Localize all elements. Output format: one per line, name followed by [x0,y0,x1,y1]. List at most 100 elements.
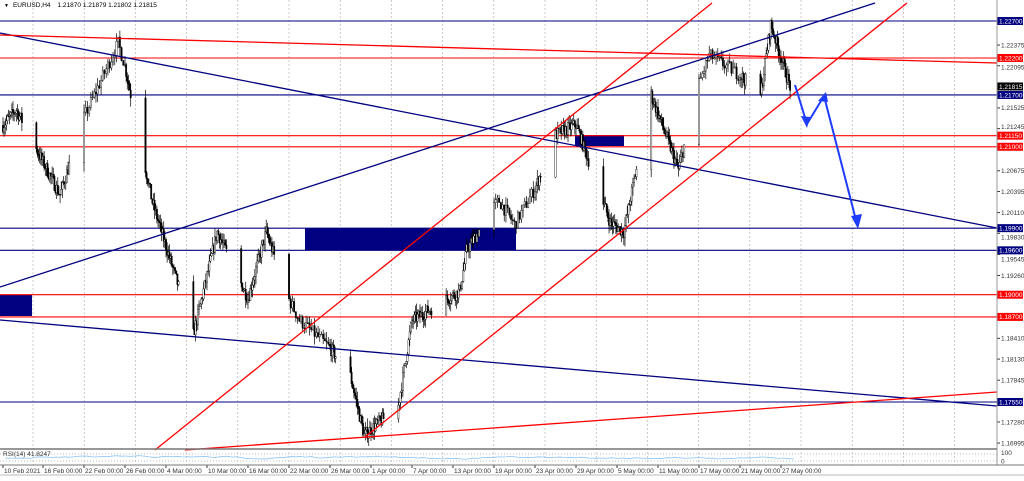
candle [478,229,481,237]
time-axis[interactable]: 10 Feb 2021 16 Feb 00:00 22 Feb 00:00 26 Fe… [2,465,822,475]
candle [177,281,180,285]
price-axis[interactable]: 1.22375 1.22095 1.21525 1.21245 1.20675 1.203… [997,17,1024,447]
candle [667,131,670,137]
candle [632,181,634,188]
candle [525,201,528,208]
candle [744,73,747,86]
candle [350,372,353,384]
time-tick-label: 13 Apr 00:00 [454,468,491,475]
trendline-red[interactable] [184,391,998,451]
candle [300,316,302,322]
candle [96,85,99,94]
candle [364,429,367,434]
candle [115,41,118,57]
candle [4,124,7,129]
level-price-label: 1.21700 [999,92,1023,99]
price-tick-label: 1.19830 [1001,234,1024,241]
chart-title: ▼ EURUSD,H4 1.21870 1.21879 1.21802 1.21… [4,2,157,9]
candle [784,62,787,78]
candle [674,158,676,164]
candle [14,113,17,115]
time-tick-label: 5 May 00:00 [618,468,654,475]
candle [35,122,38,150]
candle [663,129,666,135]
trendline-blue[interactable] [0,32,998,229]
candle [423,319,426,321]
trendline-red[interactable] [0,34,998,64]
candle [776,36,779,46]
candle [210,253,213,256]
candle [112,57,114,63]
candle [728,60,731,63]
trendline-blue[interactable] [0,2,876,288]
candle [145,172,148,180]
candle [427,305,429,313]
rsi-label: RSI(14) 41.8247 [3,451,51,458]
candle [371,433,374,435]
candle [146,178,149,185]
candle [122,60,125,66]
candle [288,254,290,299]
triangle-down-icon[interactable]: ▼ [4,2,9,9]
candle [701,73,704,78]
candle [630,186,633,202]
candle [625,215,628,226]
candle [198,306,200,310]
candle [462,270,465,282]
time-tick-label: 22 Mar 00:00 [290,468,329,475]
candle [66,169,68,183]
candle [382,412,385,420]
candle [661,117,664,127]
candle [162,228,165,242]
trendlines [0,2,998,451]
candle [513,220,516,222]
current-price-badge [997,82,1023,91]
candle [20,112,23,123]
candle [320,333,323,336]
candle [577,124,580,129]
candle [366,427,369,439]
candle [472,235,475,244]
candle [332,344,335,348]
candle [539,175,542,178]
candle [5,120,8,126]
time-tick-label: 16 Feb 00:00 [44,468,83,475]
forecast-arrow [794,84,862,229]
price-tick-label: 1.18410 [1001,336,1024,343]
candle [501,204,504,210]
candle [506,204,509,209]
candle [732,67,735,74]
candle [713,57,716,59]
candle [450,294,453,302]
candle [416,314,419,322]
candle [3,127,6,133]
candle [224,240,227,246]
candle [634,176,637,179]
supply-demand-zone [305,228,516,250]
candle [722,57,724,67]
level-price-badge [997,90,1023,99]
candle [43,156,46,168]
candle [561,125,564,135]
channel-line-red[interactable] [364,2,908,438]
candle [494,199,497,203]
candle [318,334,321,337]
candle [397,404,400,420]
candle [628,204,631,206]
candle [118,36,121,48]
candle [447,299,450,304]
candle [520,209,523,220]
candle [602,166,605,205]
candle [216,230,219,241]
candle [356,398,359,407]
trendline-blue[interactable] [0,319,998,407]
candle [6,115,9,122]
candle [461,281,464,289]
level-price-label: 1.17550 [999,399,1023,406]
candle [127,80,130,85]
channel-line-red[interactable] [154,2,713,451]
time-tick-label: 26 Mar 00:00 [331,468,370,475]
candle [515,221,518,229]
price-tick-label: 1.18130 [1001,356,1024,363]
